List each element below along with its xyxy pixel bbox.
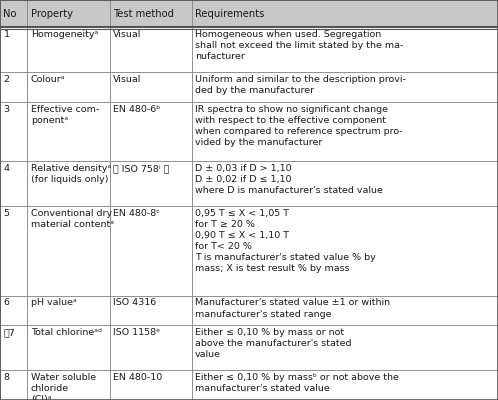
Text: Homogeneityᵃ: Homogeneityᵃ xyxy=(31,30,98,39)
Text: Either ≤ 0,10 % by massᵇ or not above the
manufacturer's stated value: Either ≤ 0,10 % by massᵇ or not above th… xyxy=(195,373,399,393)
Bar xyxy=(110,72,192,102)
Text: Manufacturer's stated value ±1 or within
manufacturer's stated range: Manufacturer's stated value ±1 or within… xyxy=(195,298,390,318)
Text: 4: 4 xyxy=(3,164,9,173)
Text: Homogeneous when used. Segregation
shall not exceed the limit stated by the ma-
: Homogeneous when used. Segregation shall… xyxy=(195,30,403,61)
Text: EN 480-10: EN 480-10 xyxy=(113,373,162,382)
Bar xyxy=(110,370,192,400)
Bar xyxy=(110,296,192,326)
Bar xyxy=(192,162,498,206)
Text: Colourᵃ: Colourᵃ xyxy=(31,75,65,84)
Text: ISO 1158ᵉ: ISO 1158ᵉ xyxy=(113,328,160,337)
Bar xyxy=(0,370,27,400)
Text: Either ≤ 0,10 % by mass or not
above the manufacturer's stated
value: Either ≤ 0,10 % by mass or not above the… xyxy=(195,328,352,360)
Bar xyxy=(110,162,192,206)
Bar xyxy=(110,0,192,27)
Bar xyxy=(192,72,498,102)
Text: Total chlorineᵃᵈ: Total chlorineᵃᵈ xyxy=(31,328,102,337)
Text: Effective com-
ponentᵃ: Effective com- ponentᵃ xyxy=(31,104,99,125)
Text: 8: 8 xyxy=(3,373,9,382)
Text: Conventional dry
material contentᵃ: Conventional dry material contentᵃ xyxy=(31,209,114,229)
Bar xyxy=(192,102,498,162)
Text: Relative densityᵃ
(for liquids only): Relative densityᵃ (for liquids only) xyxy=(31,164,111,184)
Bar xyxy=(0,27,27,72)
Bar xyxy=(27,370,110,400)
Bar xyxy=(27,296,110,326)
Bar xyxy=(192,0,498,27)
Bar xyxy=(27,27,110,72)
Bar xyxy=(27,162,110,206)
Bar xyxy=(0,296,27,326)
Text: 1: 1 xyxy=(3,30,9,39)
Bar xyxy=(110,27,192,72)
Text: Requirements: Requirements xyxy=(195,9,264,18)
Bar xyxy=(192,370,498,400)
Bar xyxy=(0,72,27,102)
Bar xyxy=(27,326,110,370)
Bar xyxy=(192,296,498,326)
Bar xyxy=(110,206,192,296)
Text: No: No xyxy=(3,9,17,18)
Text: 0,95 T ≤ X < 1,05 T
for T ≥ 20 %
0,90 T ≤ X < 1,10 T
for T< 20 %
T is manufactur: 0,95 T ≤ X < 1,05 T for T ≥ 20 % 0,90 T … xyxy=(195,209,376,274)
Bar xyxy=(27,206,110,296)
Text: D ± 0,03 if D > 1,10
D ± 0,02 if D ≤ 1,10
where D is manufacturer's stated value: D ± 0,03 if D > 1,10 D ± 0,02 if D ≤ 1,1… xyxy=(195,164,383,196)
Bar xyxy=(27,102,110,162)
Text: EN 480-8ᶜ: EN 480-8ᶜ xyxy=(113,209,160,218)
Bar xyxy=(110,102,192,162)
Text: Water soluble
chloride
(Cl)ᵃ: Water soluble chloride (Cl)ᵃ xyxy=(31,373,96,400)
Text: Test method: Test method xyxy=(113,9,174,18)
Text: Ⓓ ISO 758ⁱ Ⓢ: Ⓓ ISO 758ⁱ Ⓢ xyxy=(113,164,169,173)
Text: Ⓓ7: Ⓓ7 xyxy=(3,328,15,337)
Text: 3: 3 xyxy=(3,104,9,114)
Text: Visual: Visual xyxy=(113,75,141,84)
Bar xyxy=(0,102,27,162)
Bar xyxy=(27,72,110,102)
Bar xyxy=(192,326,498,370)
Bar xyxy=(0,326,27,370)
Text: 2: 2 xyxy=(3,75,9,84)
Text: 5: 5 xyxy=(3,209,9,218)
Bar xyxy=(27,0,110,27)
Text: 6: 6 xyxy=(3,298,9,308)
Bar xyxy=(0,0,27,27)
Text: Visual: Visual xyxy=(113,30,141,39)
Text: EN 480-6ᵇ: EN 480-6ᵇ xyxy=(113,104,160,114)
Bar xyxy=(110,326,192,370)
Text: IR spectra to show no significant change
with respect to the effective component: IR spectra to show no significant change… xyxy=(195,104,403,147)
Bar xyxy=(0,206,27,296)
Bar xyxy=(0,162,27,206)
Text: ISO 4316: ISO 4316 xyxy=(113,298,156,308)
Bar xyxy=(192,206,498,296)
Text: pH valueᵃ: pH valueᵃ xyxy=(31,298,77,308)
Text: Property: Property xyxy=(31,9,73,18)
Text: Uniform and similar to the description provi-
ded by the manufacturer: Uniform and similar to the description p… xyxy=(195,75,406,95)
Bar xyxy=(192,27,498,72)
